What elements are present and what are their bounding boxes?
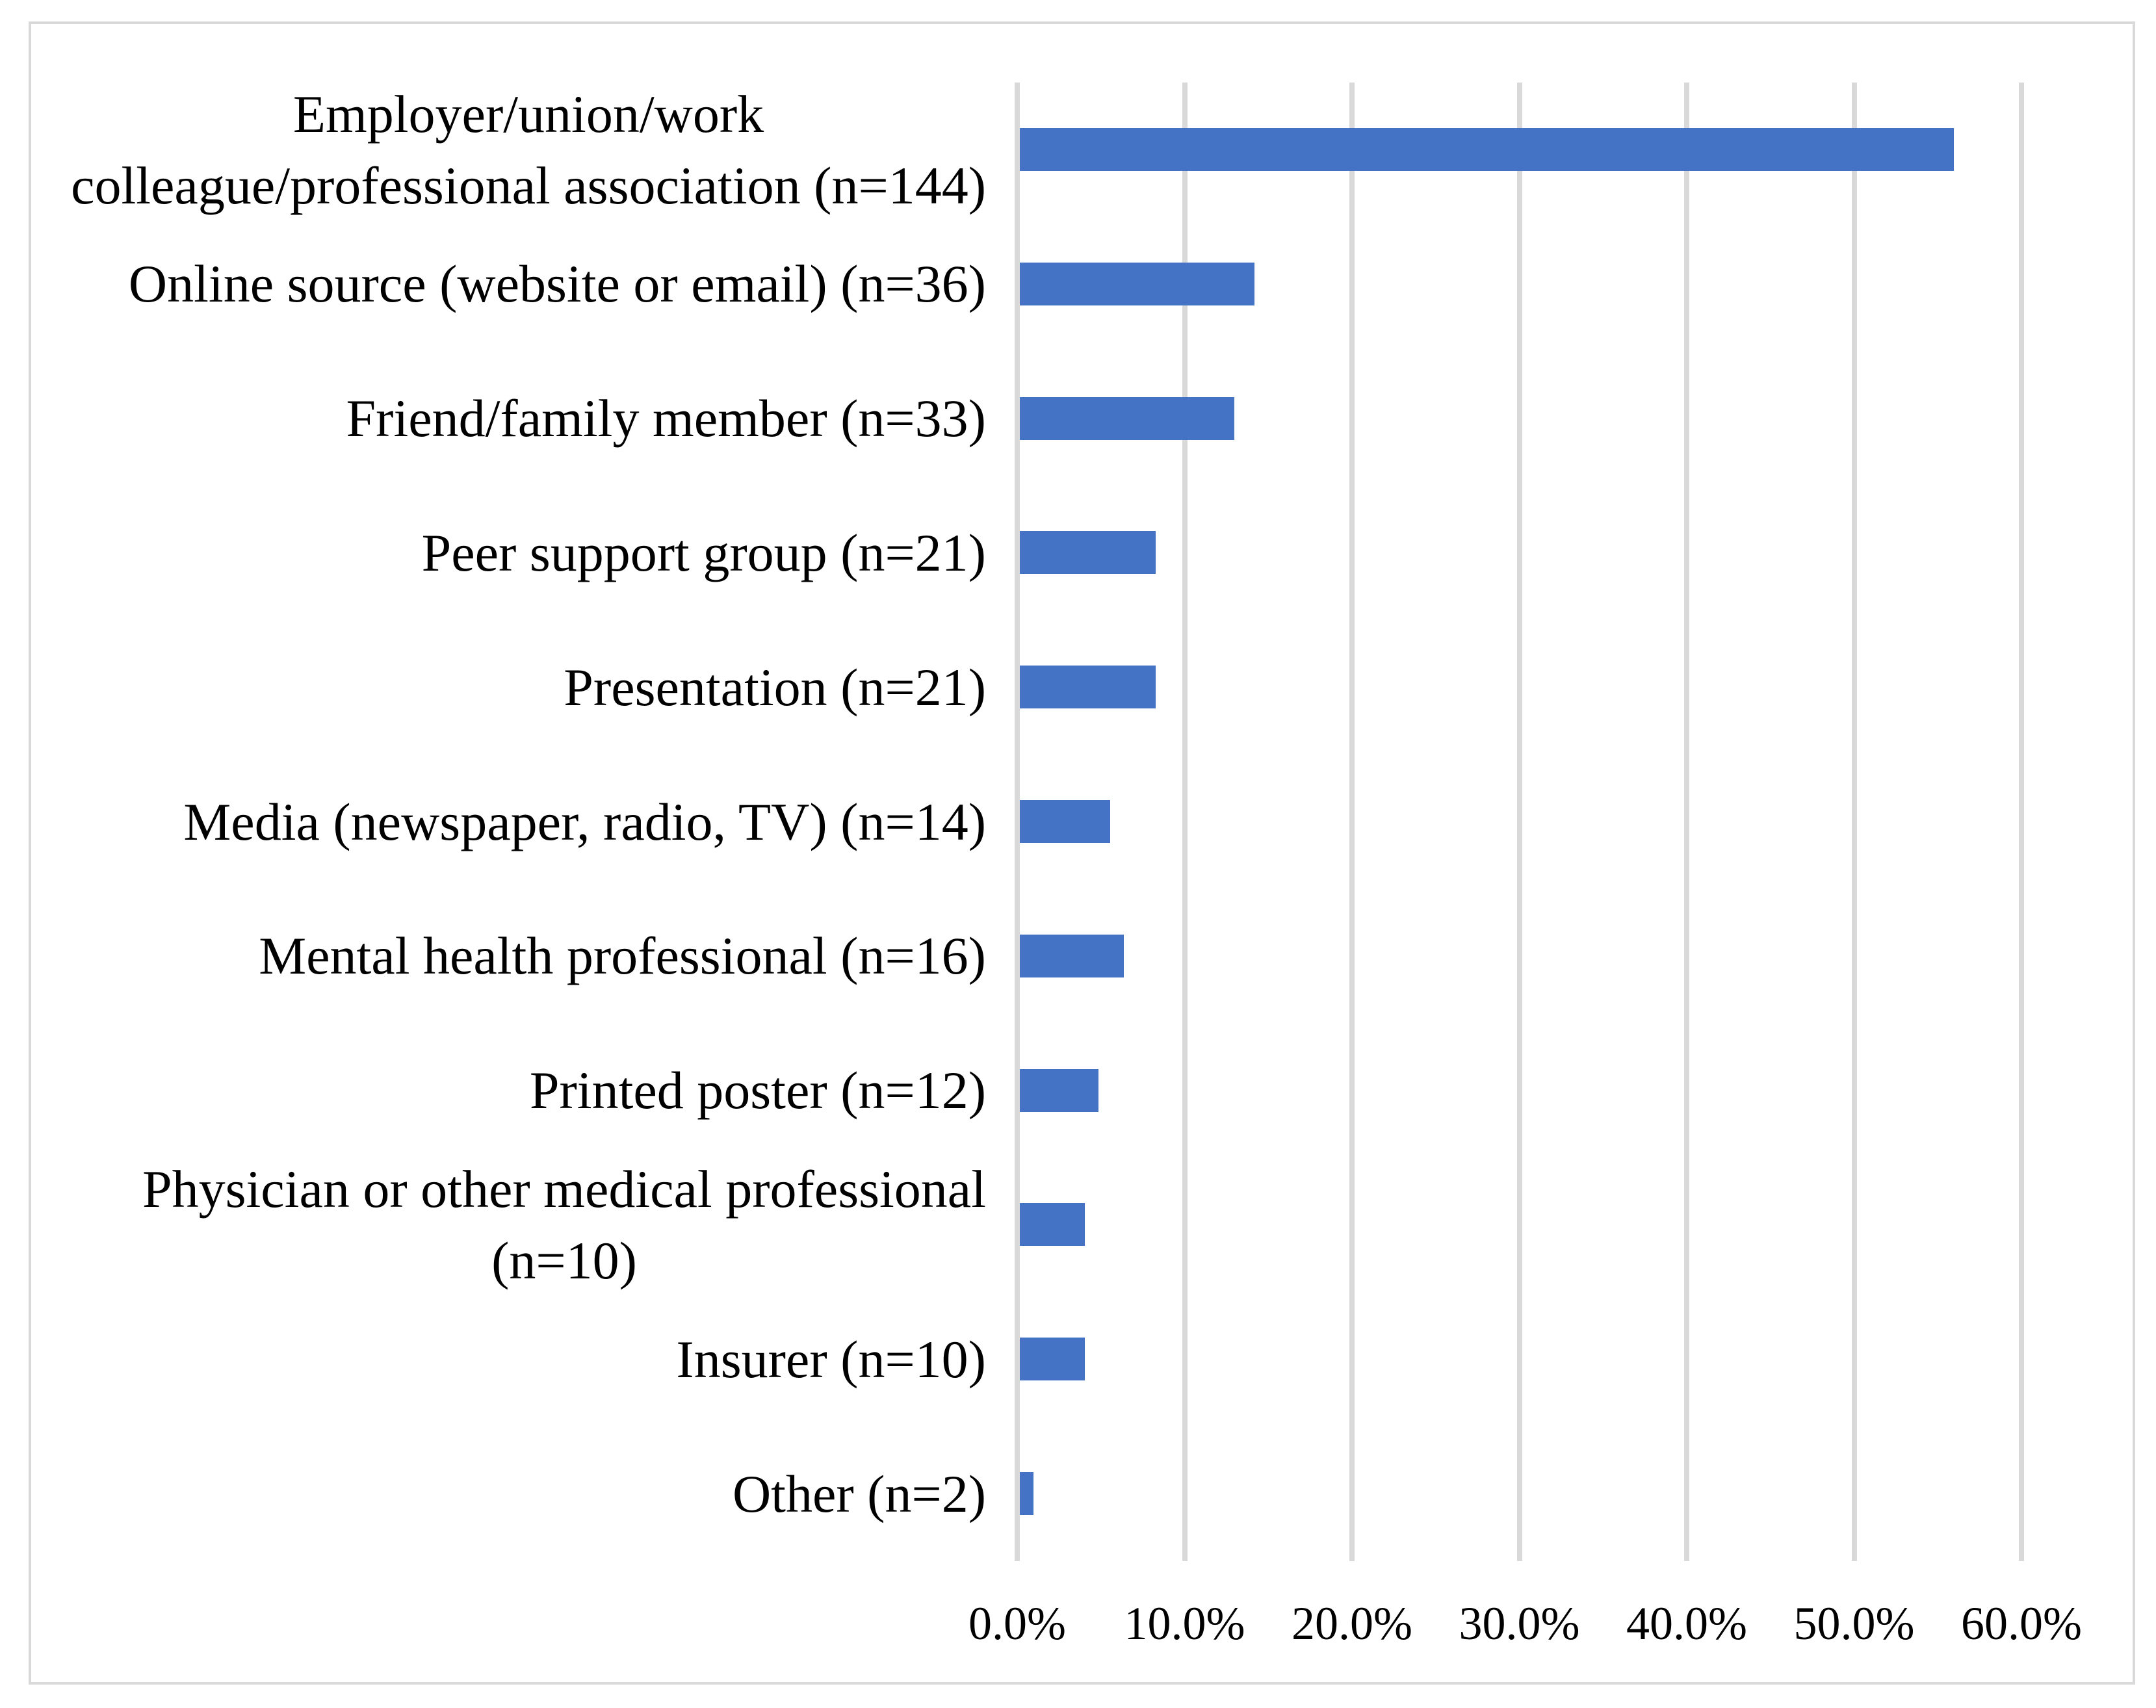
gridline-30.0% bbox=[1516, 83, 1522, 1561]
x-axis-tick-label: 10.0% bbox=[1124, 1598, 1245, 1650]
category-label-text: Printed poster (n=12) bbox=[530, 1055, 986, 1126]
category-label: Mental health professional (n=16) bbox=[29, 889, 986, 1024]
category-label: Employer/union/work colleague/professiona… bbox=[29, 83, 986, 217]
category-label-text: Mental health professional (n=16) bbox=[259, 920, 986, 992]
chart-row: Employer/union/work colleague/professiona… bbox=[0, 83, 2156, 217]
bar-10 bbox=[1020, 1203, 1085, 1247]
category-label-text: Presentation (n=21) bbox=[564, 652, 986, 723]
chart-row: Media (newspaper, radio, TV) (n=14) bbox=[0, 755, 2156, 889]
chart-row: Insurer (n=10) bbox=[0, 1292, 2156, 1427]
gridline-60.0% bbox=[2019, 83, 2024, 1561]
gridline-40.0% bbox=[1684, 83, 1689, 1561]
category-label-line: colleague/professional association (n=14… bbox=[71, 155, 986, 215]
category-label: Friend/family member (n=33) bbox=[29, 352, 986, 486]
category-label-text: Peer support group (n=21) bbox=[422, 517, 986, 589]
gridline-50.0% bbox=[1851, 83, 1857, 1561]
chart-row: Mental health professional (n=16) bbox=[0, 889, 2156, 1024]
category-label-text: Online source (website or email) (n=36) bbox=[129, 248, 986, 320]
bar-14 bbox=[1020, 800, 1110, 843]
bar-144 bbox=[1020, 128, 1954, 171]
chart-row: Online source (website or email) (n=36) bbox=[0, 217, 2156, 352]
category-label-line: Insurer (n=10) bbox=[676, 1329, 986, 1389]
gridline-20.0% bbox=[1349, 83, 1355, 1561]
category-label: Printed poster (n=12) bbox=[29, 1024, 986, 1158]
chart-row: Other (n=2) bbox=[0, 1427, 2156, 1561]
category-label-text: Physician or other medical professional (… bbox=[142, 1154, 986, 1297]
category-label-line: Employer/union/work bbox=[292, 84, 764, 144]
figure-border bbox=[29, 21, 2135, 1685]
x-axis-tick-label: 50.0% bbox=[1793, 1598, 1915, 1650]
category-label-line: Friend/family member (n=33) bbox=[346, 389, 986, 448]
bar-21 bbox=[1020, 531, 1156, 575]
category-label-line: Other (n=2) bbox=[732, 1464, 986, 1523]
bar-12 bbox=[1020, 1068, 1098, 1112]
category-label-line: Online source (website or email) (n=36) bbox=[128, 254, 986, 314]
bar-36 bbox=[1020, 262, 1254, 305]
chart-row: Printed poster (n=12) bbox=[0, 1024, 2156, 1158]
bar-10 bbox=[1020, 1338, 1085, 1381]
category-label-text: Insurer (n=10) bbox=[676, 1324, 986, 1395]
category-label-text: Media (newspaper, radio, TV) (n=14) bbox=[183, 786, 986, 858]
category-label-line: (n=10) bbox=[491, 1230, 637, 1290]
x-axis-tick-label: 20.0% bbox=[1292, 1598, 1412, 1650]
category-label-text: Friend/family member (n=33) bbox=[346, 383, 986, 454]
category-label-line: Media (newspaper, radio, TV) (n=14) bbox=[183, 792, 986, 851]
x-axis-tick-label: 60.0% bbox=[1961, 1598, 2082, 1650]
category-label-line: Presentation (n=21) bbox=[564, 657, 986, 717]
category-label-line: Physician or other medical professional bbox=[142, 1159, 986, 1219]
bar-2 bbox=[1020, 1472, 1033, 1515]
category-label-text: Other (n=2) bbox=[733, 1458, 986, 1530]
category-label-text: Employer/union/work colleague/professiona… bbox=[71, 79, 986, 222]
gridline-10.0% bbox=[1182, 83, 1188, 1561]
gridline-0.0% bbox=[1015, 83, 1020, 1561]
x-axis-tick-label: 30.0% bbox=[1459, 1598, 1580, 1650]
bar-33 bbox=[1020, 396, 1234, 440]
category-label-line: Peer support group (n=21) bbox=[421, 523, 986, 582]
chart-row: Peer support group (n=21) bbox=[0, 485, 2156, 620]
x-axis-tick-label: 0.0% bbox=[968, 1598, 1066, 1650]
category-label-line: Printed poster (n=12) bbox=[529, 1061, 986, 1120]
category-label: Online source (website or email) (n=36) bbox=[29, 217, 986, 352]
bar-21 bbox=[1020, 666, 1156, 709]
category-label: Peer support group (n=21) bbox=[29, 485, 986, 620]
category-label: Insurer (n=10) bbox=[29, 1292, 986, 1427]
chart-row: Physician or other medical professional (… bbox=[0, 1158, 2156, 1292]
chart-row: Presentation (n=21) bbox=[0, 620, 2156, 755]
bar-16 bbox=[1020, 934, 1124, 977]
category-label-line: Mental health professional (n=16) bbox=[259, 926, 986, 986]
chart-row: Friend/family member (n=33) bbox=[0, 352, 2156, 486]
category-label: Physician or other medical professional (… bbox=[29, 1158, 986, 1292]
category-label: Media (newspaper, radio, TV) (n=14) bbox=[29, 755, 986, 889]
category-label: Presentation (n=21) bbox=[29, 620, 986, 755]
category-label: Other (n=2) bbox=[29, 1427, 986, 1561]
x-axis-tick-label: 40.0% bbox=[1626, 1598, 1747, 1650]
